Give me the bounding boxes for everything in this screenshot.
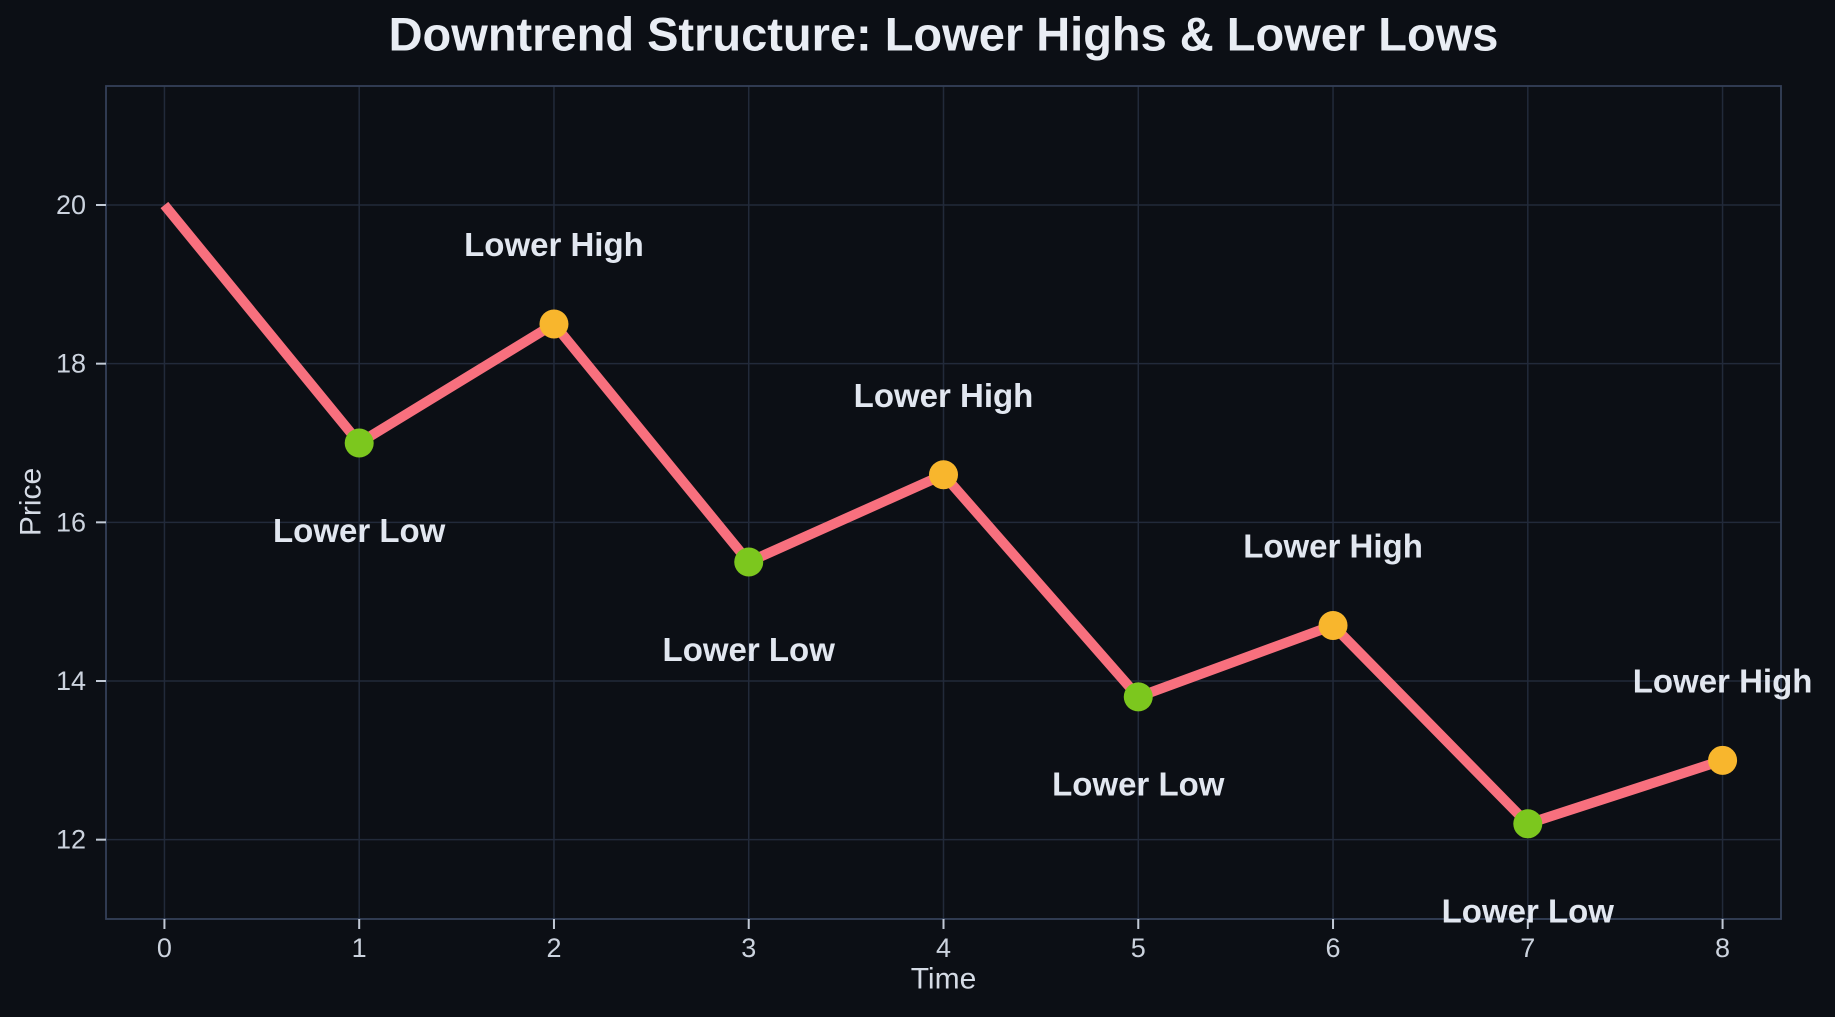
y-tick-label: 16: [56, 507, 86, 537]
x-tick-label: 6: [1326, 933, 1341, 963]
annotation-lower-low: Lower Low: [1442, 893, 1615, 930]
y-tick-label: 14: [56, 666, 86, 696]
marker-lower-high: [539, 309, 569, 339]
x-tick-label: 8: [1715, 933, 1730, 963]
x-axis-label: Time: [911, 963, 977, 996]
chart-title: Downtrend Structure: Lower Highs & Lower…: [389, 8, 1499, 61]
grid-layer: [106, 86, 1781, 919]
annotation-lower-low: Lower Low: [663, 631, 836, 668]
y-tick-label: 20: [56, 190, 86, 220]
x-tick-label: 5: [1131, 933, 1146, 963]
series-layer: [160, 201, 1738, 839]
annotation-lower-low: Lower Low: [1052, 766, 1225, 803]
annotation-lower-low: Lower Low: [273, 512, 446, 549]
marker-lower-high: [1708, 745, 1738, 775]
annotation-lower-high: Lower High: [1633, 663, 1813, 700]
marker-lower-low: [734, 547, 764, 577]
y-tick-label: 18: [56, 349, 86, 379]
marker-lower-high: [1318, 610, 1348, 640]
marker-lower-low: [1123, 682, 1153, 712]
x-tick-label: 4: [936, 933, 951, 963]
x-tick-label: 7: [1520, 933, 1535, 963]
annotation-lower-high: Lower High: [464, 226, 644, 263]
x-tick-label: 1: [352, 933, 367, 963]
marker-lower-low: [344, 428, 374, 458]
marker-lower-low: [1513, 809, 1543, 839]
annotation-lower-high: Lower High: [854, 377, 1034, 414]
marker-lower-high: [929, 460, 958, 490]
x-tick-label: 3: [741, 933, 756, 963]
annotations-layer: Lower Low Lower High Lower Low Lower High Lo…: [273, 226, 1812, 929]
y-tick-label: 12: [56, 825, 86, 855]
y-axis-label: Price: [15, 468, 48, 536]
annotation-lower-high: Lower High: [1243, 528, 1423, 565]
x-tick-label: 0: [157, 933, 172, 963]
x-tick-label: 2: [546, 933, 561, 963]
